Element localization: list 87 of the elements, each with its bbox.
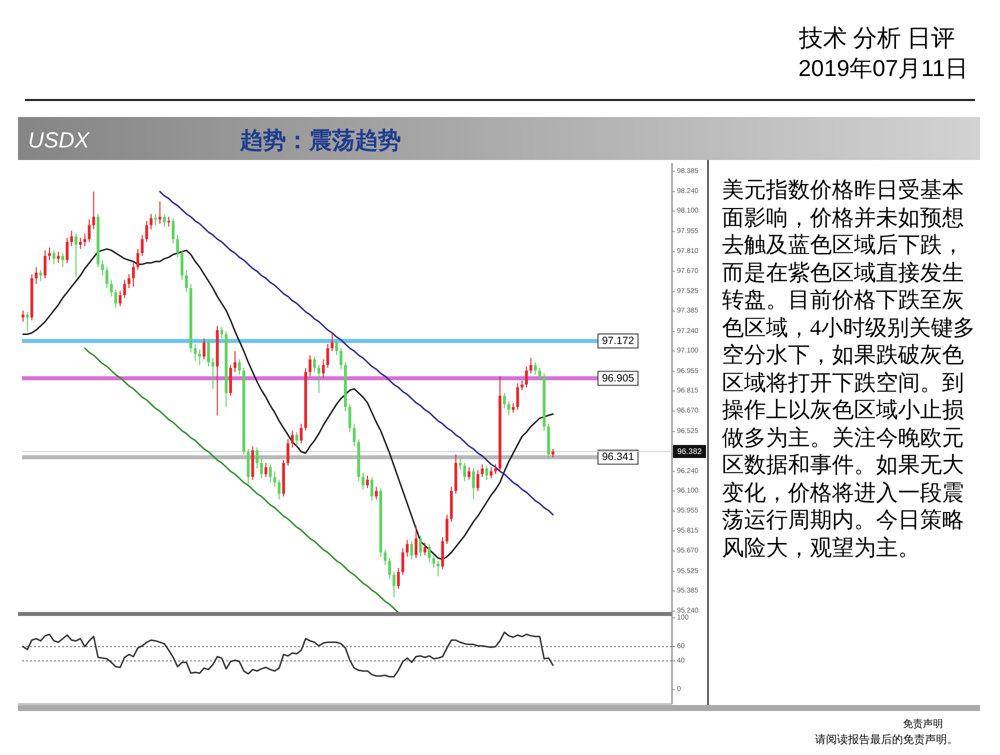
candlestick [494,464,497,475]
candlestick [202,338,206,360]
candlestick [313,356,316,373]
candlestick [198,349,202,366]
candlestick [335,339,338,356]
candlestick [330,332,334,352]
candlestick [476,469,480,492]
candlestick [92,191,96,230]
text: 免责声明 [903,719,943,731]
candlestick [128,274,130,289]
ref-line-label: 96.341 [602,451,634,464]
chart-subtitle: 趋势：震荡趋势 [239,127,401,153]
candlestick [516,382,520,410]
candlestick [52,250,56,265]
candlestick [472,468,475,500]
candlestick [154,213,157,226]
text: 美元指数价格昨日受基本面影响，价格并未如预想去触及蓝色区域后下跌，而是在紫色区域直接发生转盘。目前价格下跌至灰色区域，4小时级别关键多空分水下，如果跌破灰色区域将打开下跌空间。到操作上以灰色区域小止损做多为主。关注今晚欧元区数据和事件。如果无大变化，价格将进入一段震荡运行周期内。今日策略风险大，观望为主。 [722,177,975,560]
candlestick [529,358,532,374]
candlestick [290,430,294,448]
candlestick [180,250,184,280]
candlestick [308,354,312,377]
candlestick [384,549,387,566]
candlestick [490,466,493,479]
candlestick [392,572,396,598]
candlestick [264,462,268,478]
candlestick [370,476,374,502]
candlestick [234,350,236,373]
candlestick [396,567,400,590]
candlestick [507,400,510,416]
candlestick [132,262,135,288]
candlestick [388,558,391,580]
candlestick [39,269,42,282]
chart-title: USDX [28,128,90,152]
candlestick [340,348,342,370]
candlestick [150,213,152,230]
candlestick [410,540,414,560]
candlestick [366,475,369,489]
candlestick [238,358,241,376]
candlestick [167,216,170,228]
candlestick [502,392,506,409]
candlestick [362,472,364,490]
candlestick [123,279,126,298]
candlestick [194,344,197,362]
ref-line-label: 96.905 [602,372,634,384]
candlestick [468,466,470,480]
candlestick [79,237,82,250]
candlestick [419,535,422,558]
candlestick [463,462,466,482]
candlestick [520,380,524,391]
candlestick [423,542,426,556]
candlestick [74,233,78,278]
line-series [22,631,554,678]
text: 请阅读报告最后的免责声明。 [815,734,958,748]
candlestick [512,402,515,414]
candlestick [106,266,108,289]
candlestick [268,464,272,484]
candlestick [22,310,24,322]
text: 技术 分析 日评 [799,25,955,54]
line-series [159,190,554,516]
candlestick [26,311,29,332]
candlestick [118,290,122,307]
candlestick [44,250,46,279]
candlestick [446,514,448,545]
candlestick [256,447,258,470]
candlestick [184,269,188,293]
ref-line-label: 96.382 [677,446,702,456]
candlestick [278,479,281,500]
ref-line-label: 97.172 [602,334,634,347]
candlestick [260,458,263,479]
candlestick [70,230,73,247]
candlestick [176,234,179,258]
candlestick [48,247,51,261]
candlestick [211,358,214,390]
candlestick [172,218,175,244]
candlestick [436,560,440,577]
candlestick [414,525,418,559]
candlestick [34,266,38,284]
candlestick [101,260,104,276]
candlestick [207,339,210,367]
candlestick [145,220,148,242]
line-series [84,347,400,614]
candlestick [525,366,528,388]
text: 2019年07月11日 [798,55,968,83]
candlestick [286,438,290,466]
candlestick [317,364,320,394]
candlestick [158,200,162,224]
candlestick [83,233,86,247]
